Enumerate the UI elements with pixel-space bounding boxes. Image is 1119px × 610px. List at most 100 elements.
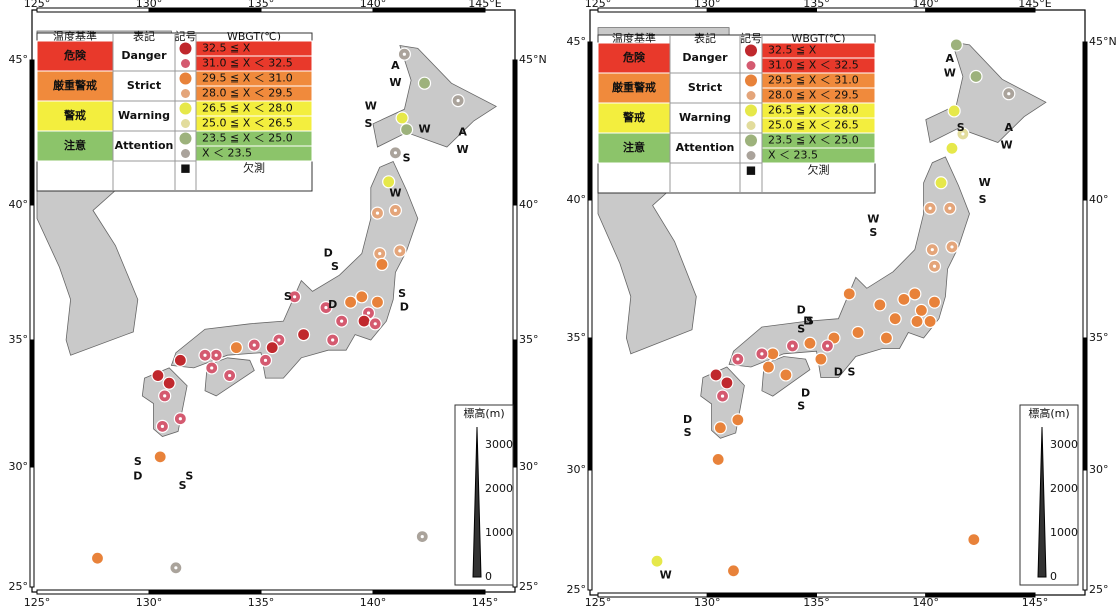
zone-label: D bbox=[801, 386, 810, 399]
range-label: 26.5 ≦ X ＜ 28.0 bbox=[768, 104, 859, 117]
frame-bar bbox=[588, 200, 592, 338]
station-dot bbox=[376, 212, 379, 215]
lat-label: 40° bbox=[1089, 193, 1109, 206]
level-en: Strict bbox=[127, 79, 161, 92]
lon-label: 140° bbox=[360, 596, 387, 609]
legend-marker bbox=[745, 135, 757, 147]
legend: 温度基準表記記号WBGT(℃)危険Danger32.5 ≦ X31.0 ≦ X … bbox=[37, 29, 312, 191]
zone-label: A bbox=[1005, 121, 1014, 134]
lat-label: 35° bbox=[519, 333, 539, 346]
station bbox=[935, 177, 947, 189]
lon-label: 145° bbox=[472, 596, 499, 609]
range-label: 25.0 ≦ X ＜ 26.5 bbox=[768, 119, 859, 132]
level-en: Attention bbox=[676, 141, 735, 154]
legend-marker bbox=[180, 103, 192, 115]
lat-label: 45° bbox=[567, 35, 587, 48]
frame-bar bbox=[149, 590, 261, 594]
zone-label: S bbox=[134, 455, 142, 468]
zone-label: D bbox=[328, 298, 337, 311]
level-ja: 危険 bbox=[622, 50, 646, 64]
zone-label: D bbox=[834, 365, 843, 378]
range-label: 32.5 ≦ X bbox=[202, 42, 251, 55]
lat-label: 30° bbox=[1089, 463, 1109, 476]
frame-bar bbox=[37, 590, 149, 594]
lon-label: 135° bbox=[803, 596, 830, 609]
station-dot bbox=[721, 394, 724, 397]
station-dot bbox=[331, 338, 334, 341]
station bbox=[732, 414, 744, 426]
station-dot bbox=[791, 344, 794, 347]
zone-label: D bbox=[324, 247, 333, 260]
elev-tick: 3000 bbox=[485, 438, 513, 451]
zone-label: S bbox=[957, 121, 965, 134]
lat-label: 25° bbox=[519, 580, 539, 593]
level-ja: 警戒 bbox=[63, 108, 86, 122]
frame-bar bbox=[261, 590, 373, 594]
lat-label: 35° bbox=[1089, 331, 1109, 344]
lat-label: 35° bbox=[9, 333, 29, 346]
station bbox=[915, 304, 927, 316]
lat-label: 30° bbox=[9, 460, 29, 473]
station-dot bbox=[277, 338, 280, 341]
level-en: Danger bbox=[682, 51, 728, 64]
station bbox=[767, 348, 779, 360]
frame-bar bbox=[817, 593, 926, 597]
zone-label: W bbox=[389, 186, 401, 199]
legend-header: 記号 bbox=[740, 31, 762, 45]
station bbox=[651, 555, 663, 567]
frame-bar bbox=[1083, 470, 1087, 590]
station bbox=[889, 313, 901, 325]
frame-bar bbox=[588, 470, 592, 590]
zone-label: A bbox=[458, 126, 467, 139]
frame-bar bbox=[30, 467, 34, 587]
lat-label: 25° bbox=[1089, 583, 1109, 596]
zone-label: S bbox=[398, 287, 406, 300]
frame-bar bbox=[707, 593, 816, 597]
station-dot bbox=[736, 358, 739, 361]
station bbox=[874, 299, 886, 311]
station bbox=[909, 288, 921, 300]
legend-marker bbox=[180, 133, 192, 145]
legend-marker bbox=[181, 119, 190, 128]
zone-label: D bbox=[683, 413, 692, 426]
lat-label: 30° bbox=[519, 460, 539, 473]
missing-label: 欠測 bbox=[808, 163, 830, 177]
station-dot bbox=[948, 207, 951, 210]
station-dot bbox=[394, 151, 397, 154]
level-en: Warning bbox=[118, 109, 170, 122]
zone-label: W bbox=[867, 212, 879, 225]
level-ja: 厳重警戒 bbox=[612, 80, 656, 94]
station bbox=[345, 296, 357, 308]
station-dot bbox=[378, 252, 381, 255]
zone-label: A bbox=[946, 52, 955, 65]
station bbox=[358, 315, 370, 327]
missing-label: 欠測 bbox=[243, 161, 265, 175]
lat-label: 40° bbox=[567, 193, 587, 206]
elev-box bbox=[1020, 405, 1078, 585]
range-label: 29.5 ≦ X ＜ 31.0 bbox=[768, 74, 859, 87]
station-dot bbox=[264, 359, 267, 362]
station bbox=[727, 565, 739, 577]
zone-label: D bbox=[133, 470, 142, 483]
range-label: 31.0 ≦ X ＜ 32.5 bbox=[768, 59, 859, 72]
legend-marker bbox=[180, 73, 192, 85]
zone-label: S bbox=[365, 117, 373, 130]
maps: 125°125°130°130°135°135°140°140°145°E145… bbox=[0, 0, 1119, 610]
station bbox=[154, 451, 166, 463]
legend-marker bbox=[180, 43, 192, 55]
frame-bar bbox=[598, 593, 707, 597]
elev-title: 標高(m) bbox=[463, 406, 504, 420]
elev-tick: 3000 bbox=[1050, 438, 1078, 451]
legend: 温度基準表記記号WBGT(℃)危険Danger32.5 ≦ X31.0 ≦ X … bbox=[598, 31, 875, 193]
zone-label: S bbox=[979, 193, 987, 206]
station-dot bbox=[931, 248, 934, 251]
level-en: Warning bbox=[679, 111, 731, 124]
zone-label: W bbox=[389, 76, 401, 89]
station bbox=[928, 296, 940, 308]
station bbox=[721, 377, 733, 389]
station-dot bbox=[215, 354, 218, 357]
lon-label: 145°E bbox=[468, 0, 501, 10]
lat-label: 40° bbox=[519, 198, 539, 211]
lon-label: 130° bbox=[694, 0, 721, 10]
station bbox=[710, 369, 722, 381]
